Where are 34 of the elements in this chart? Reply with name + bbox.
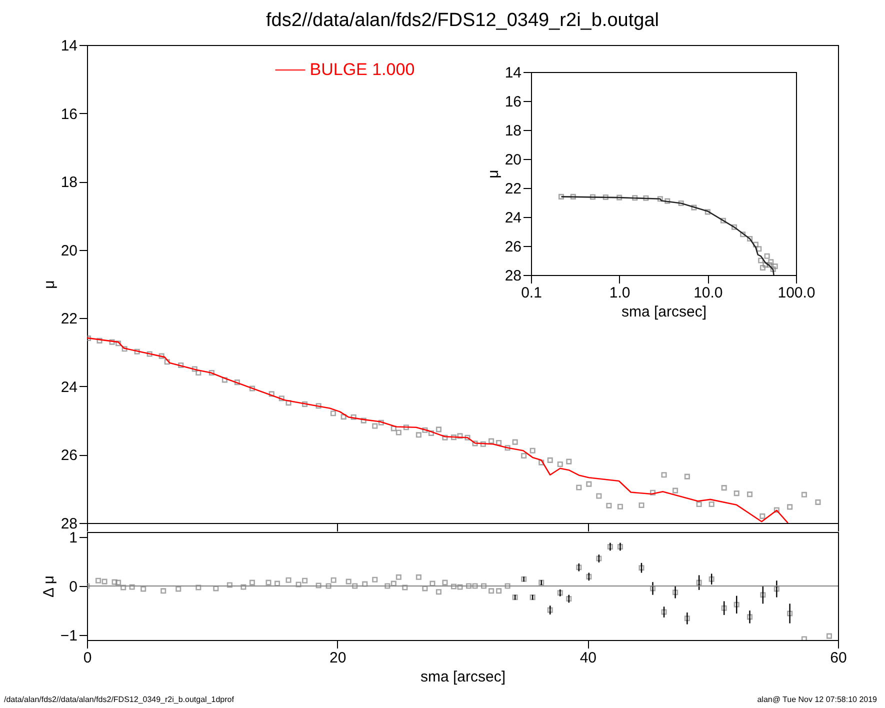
y-tick-label: 26 — [60, 447, 78, 464]
x-axis-title: sma [arcsec] — [621, 304, 707, 320]
chart-title: fds2//data/alan/fds2/FDS12_0349_r2i_b.outgal — [266, 10, 659, 31]
text: alan@ Tue Nov 12 07:58:10 2019 — [757, 695, 877, 704]
y-axis-title: μ — [484, 170, 502, 178]
legend-label: BULGE 1.000 — [310, 60, 415, 80]
y-tick-label: 22 — [60, 310, 78, 328]
y-axis-title: μ — [40, 280, 58, 289]
x-tick-label: 10.0 — [694, 284, 723, 302]
x-tick-label: 20 — [329, 650, 346, 666]
y-tick-label: 22 — [504, 180, 522, 198]
x-tick-label: 100.0 — [778, 284, 816, 302]
y-tick-label: 16 — [60, 106, 78, 123]
y-tick-label: 0 — [69, 578, 78, 596]
y-tick-label: 26 — [504, 238, 522, 256]
y-tick-label: 20 — [504, 152, 522, 168]
y-tick-label: 28 — [504, 268, 522, 284]
x-tick-label: 0 — [83, 650, 92, 666]
y-axis-title: Δ μ — [40, 575, 58, 598]
y-tick-label: 14 — [60, 38, 78, 54]
x-tick-label: 60 — [830, 650, 847, 666]
y-tick-label: −1 — [60, 628, 78, 645]
y-tick-label: 18 — [504, 122, 522, 140]
y-tick-label: 18 — [60, 174, 78, 192]
y-tick-label: 14 — [504, 64, 522, 82]
text: /data/alan/fds2//data/alan/fds2/FDS12_0349_r2i_b.outgal_1dprof — [4, 695, 234, 704]
y-tick-label: 24 — [504, 210, 522, 226]
y-tick-label: 16 — [504, 94, 522, 110]
y-tick-label: 20 — [60, 242, 78, 260]
x-axis-title: sma [arcsec] — [420, 668, 506, 686]
x-tick-label: 0.1 — [521, 284, 542, 302]
x-tick-label: 1.0 — [609, 284, 630, 302]
x-tick-label: 40 — [580, 650, 597, 666]
y-tick-label: 24 — [60, 378, 78, 396]
